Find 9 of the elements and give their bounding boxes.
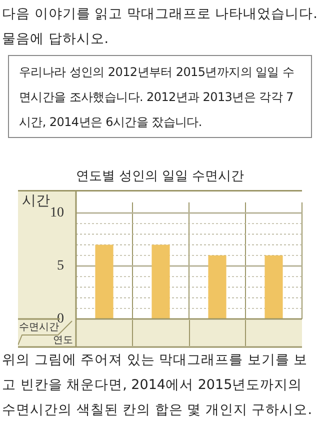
y-tick-label: 10: [50, 206, 64, 221]
y-tick-label: 5: [57, 258, 64, 274]
text: 다음 이야기를 읽고 막대그래프로 나타내었습니다. 물음에 답하시오.: [2, 5, 318, 49]
text: 우리나라 성인의 2012년부터 2015년까지의 일일 수면시간을 조사했습니다. 2012년과 2013년은 각각 7시간, 2014년은 6시간을 잤습니다.: [8, 55, 312, 138]
chart-title: 연도별 성인의 일일 수면시간: [74, 168, 246, 186]
y-axis-title: 시간: [22, 192, 50, 208]
text: 연도: [53, 334, 73, 346]
text: 수면시간: [19, 322, 59, 333]
text: 위의 그림에 주어져 있는 막대그래프를 보기를 보고 빈칸을 채운다면, 2014에서 2015년도까지의 수면시간의 색칠된 칸의 합은 몇 개인지 구하시오.: [2, 351, 314, 420]
